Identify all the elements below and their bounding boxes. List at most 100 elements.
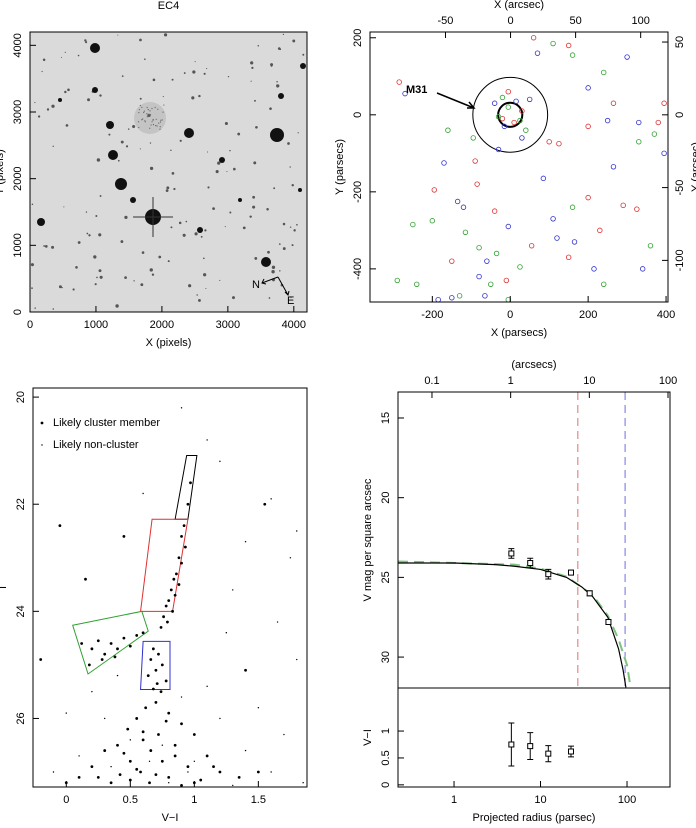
- faint-source: [64, 90, 67, 94]
- field-dot: [225, 632, 228, 634]
- star-marker: [449, 295, 455, 301]
- faint-source: [108, 133, 111, 136]
- bright-star: [261, 257, 271, 267]
- star-marker: [550, 216, 556, 222]
- faint-source: [139, 38, 142, 42]
- faint-source: [127, 128, 130, 130]
- star-marker: [431, 187, 437, 193]
- star-marker: [610, 164, 617, 170]
- bright-star: [92, 87, 98, 93]
- annotation: M31: [406, 84, 427, 96]
- y-axis-label: I: [0, 586, 9, 589]
- star-marker: [474, 181, 480, 187]
- y-tick-label: 3000: [12, 100, 24, 124]
- star-marker: [651, 131, 658, 137]
- member-dot: [146, 674, 150, 678]
- bright-star: [115, 178, 127, 190]
- y-tick-label: 1000: [12, 233, 24, 257]
- member-dot: [177, 556, 181, 560]
- y-tick-label: 0.5: [380, 750, 392, 765]
- field-dot: [206, 439, 208, 441]
- member-dot: [155, 682, 159, 686]
- x-tick-label: 0: [507, 309, 513, 321]
- x2-axis-label: (arcsecs): [511, 359, 556, 371]
- star-marker: [460, 204, 467, 210]
- faint-source: [99, 94, 102, 97]
- faint-source: [93, 255, 97, 259]
- faint-source: [229, 149, 231, 152]
- faint-source: [167, 260, 170, 263]
- y2-tick-label: -100: [674, 249, 686, 271]
- y-tick-label: 15: [380, 412, 392, 424]
- member-dot: [164, 679, 168, 683]
- star-marker: [597, 227, 603, 234]
- faint-source: [293, 229, 296, 232]
- y-tick-label: 30: [380, 651, 392, 663]
- star-marker: [517, 264, 523, 270]
- star-marker: [610, 100, 617, 106]
- star-marker: [636, 119, 642, 126]
- member-dot: [175, 572, 178, 576]
- cluster-star: [156, 125, 158, 127]
- faint-source: [203, 72, 206, 75]
- faint-source: [271, 270, 275, 274]
- faint-source: [121, 75, 124, 77]
- faint-source: [254, 257, 258, 260]
- member-dot: [87, 663, 91, 667]
- member-dot: [160, 759, 164, 763]
- faint-source: [203, 257, 205, 260]
- member-dot: [128, 644, 132, 648]
- legend-label: Likely cluster member: [53, 417, 160, 429]
- member-dot: [135, 634, 139, 637]
- cluster-star: [163, 104, 165, 106]
- member-dot: [192, 733, 196, 736]
- star-marker: [414, 281, 420, 287]
- selection-box: [72, 610, 149, 675]
- cluster-star: [138, 112, 140, 114]
- y-tick-label: 20: [380, 492, 392, 504]
- x-axis-label: V−I: [162, 812, 179, 824]
- cluster-star: [143, 111, 145, 114]
- y-axis-label: V mag per square arcsec: [362, 478, 374, 601]
- faint-source: [139, 97, 142, 100]
- cluster-star: [141, 106, 143, 108]
- faint-source: [249, 215, 252, 218]
- data-square: [586, 590, 593, 597]
- selection-box: [174, 454, 198, 520]
- faint-source: [94, 283, 97, 286]
- faint-source: [266, 208, 269, 211]
- cluster-star: [160, 119, 162, 121]
- bright-star: [278, 93, 284, 99]
- x-tick-label: 100: [618, 794, 636, 806]
- member-dot: [116, 743, 119, 747]
- member-dot: [173, 593, 177, 597]
- model-curve: [398, 562, 627, 688]
- field-dot: [219, 460, 221, 463]
- cluster-star: [150, 124, 152, 126]
- faint-source: [237, 132, 241, 136]
- star-marker: [534, 50, 541, 56]
- faint-source: [287, 142, 290, 145]
- x-axis-label: X (pixels): [146, 337, 192, 349]
- star-marker: [620, 202, 626, 209]
- member-dot: [157, 733, 160, 736]
- member-dot: [103, 652, 107, 656]
- cluster-star: [138, 126, 140, 129]
- x-tick-label: 1.5: [251, 794, 266, 806]
- legend-label: Likely non-cluster: [53, 439, 139, 451]
- field-dot: [78, 755, 80, 757]
- star-marker: [591, 266, 597, 272]
- star-marker: [585, 123, 591, 130]
- field-dot: [193, 760, 196, 762]
- field-dot: [232, 784, 234, 787]
- star-marker: [470, 135, 476, 141]
- faint-source: [77, 54, 80, 57]
- field-dot: [142, 492, 144, 495]
- star-marker: [636, 139, 642, 145]
- faint-source: [276, 80, 278, 83]
- field-dot: [270, 498, 272, 500]
- faint-source: [132, 125, 136, 129]
- faint-source: [253, 161, 257, 165]
- cluster-star: [155, 125, 157, 127]
- bright-star: [130, 197, 136, 203]
